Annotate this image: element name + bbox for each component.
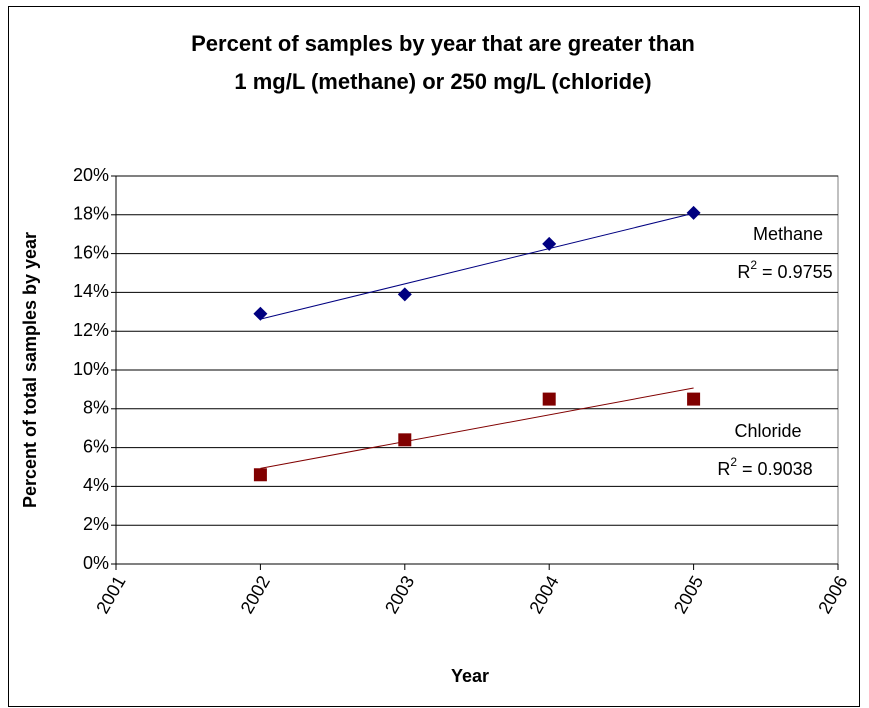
data-point — [398, 433, 412, 447]
r-squared-part: R — [717, 459, 730, 479]
series-label: Methane — [753, 224, 823, 244]
y-tick-label: 2% — [83, 514, 109, 534]
y-tick-label: 16% — [73, 242, 109, 262]
x-axis-title: Year — [451, 666, 489, 686]
r-squared-part: = 0.9755 — [757, 262, 833, 282]
chart-title: 1 mg/L (methane) or 250 mg/L (chloride) — [234, 69, 651, 94]
data-point — [542, 236, 557, 251]
r-squared: R2 = 0.9755 — [737, 258, 832, 282]
y-tick-label: 18% — [73, 204, 109, 224]
y-tick-label: 4% — [83, 475, 109, 495]
chart-title: Percent of samples by year that are grea… — [191, 31, 695, 56]
r-squared-part: = 0.9038 — [737, 459, 813, 479]
trendline — [260, 212, 694, 320]
y-tick-label: 10% — [73, 359, 109, 379]
r-squared-part: 2 — [750, 258, 757, 272]
r-squared: R2 = 0.9038 — [717, 455, 812, 479]
data-point — [686, 205, 701, 220]
data-point — [253, 306, 268, 321]
data-point — [687, 392, 701, 406]
data-point — [397, 287, 412, 302]
y-tick-label: 0% — [83, 553, 109, 573]
series-label: Chloride — [734, 421, 801, 441]
y-tick-label: 14% — [73, 281, 109, 301]
y-axis-title: Percent of total samples by year — [20, 232, 40, 508]
trendline — [260, 387, 694, 469]
y-tick-label: 8% — [83, 398, 109, 418]
y-tick-label: 12% — [73, 320, 109, 340]
data-point — [542, 392, 556, 406]
r-squared-part: R — [737, 262, 750, 282]
y-tick-label: 6% — [83, 436, 109, 456]
y-tick-label: 20% — [73, 165, 109, 185]
data-point — [253, 468, 267, 482]
r-squared-part: 2 — [730, 455, 737, 469]
